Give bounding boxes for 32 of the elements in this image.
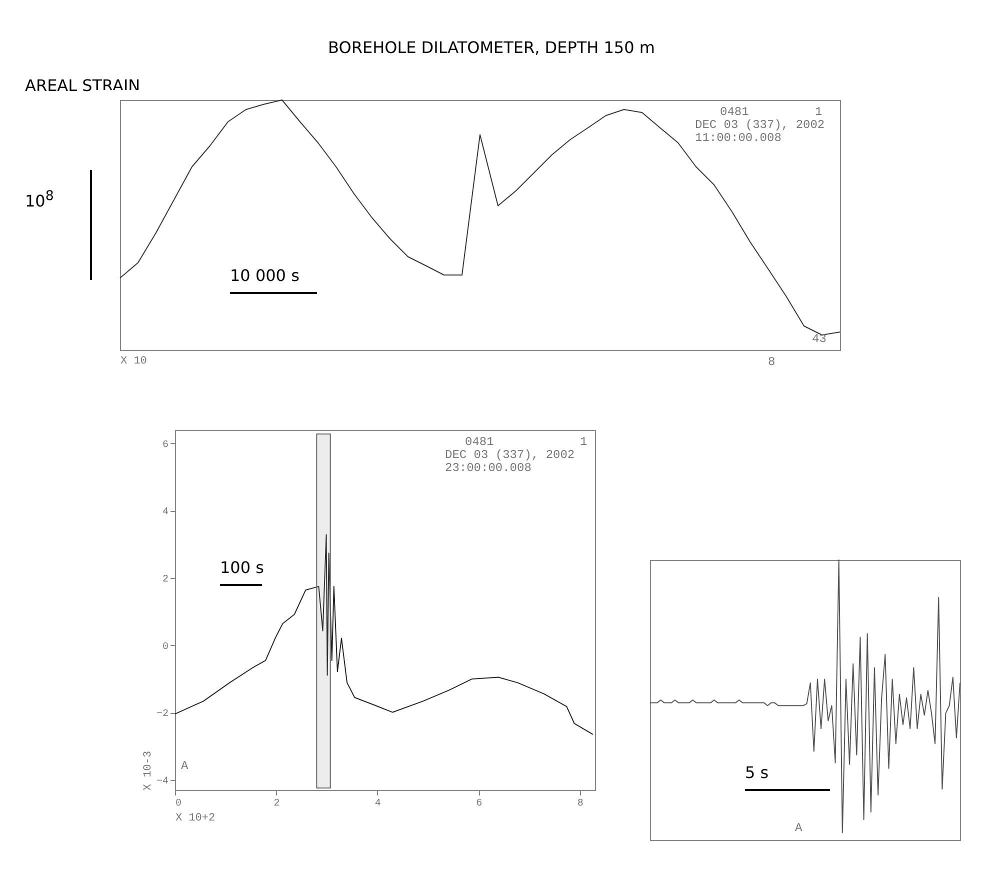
annotation: A bbox=[795, 821, 802, 835]
annotation: 0481 bbox=[720, 105, 749, 119]
y-tick-label: 4 bbox=[162, 507, 168, 518]
annotation: DEC 03 (337), 2002 bbox=[695, 118, 825, 132]
y-tick-label: −2 bbox=[156, 709, 168, 720]
annotation: 1 bbox=[815, 105, 822, 119]
annotation: 43 bbox=[812, 332, 826, 346]
annotation: 1 bbox=[580, 435, 588, 449]
x-tick-label: 8 bbox=[577, 798, 584, 810]
annotation: 100 s bbox=[220, 558, 264, 577]
x-tick-label: 0 bbox=[176, 798, 182, 810]
text: 8 bbox=[768, 355, 776, 369]
annotation: 11:00:00.008 bbox=[695, 131, 782, 145]
annotation: 23:00:00.008 bbox=[445, 461, 532, 475]
annotation: 5 s bbox=[745, 763, 769, 782]
x-axis-title: X 10+2 bbox=[176, 812, 216, 824]
text: 10$^{8}$ bbox=[25, 189, 54, 210]
annotation: 0481 bbox=[465, 435, 494, 449]
annotation: DEC 03 (337), 2002 bbox=[445, 448, 575, 462]
y-tick-label: 2 bbox=[162, 574, 168, 586]
x-tick-label: 2 bbox=[274, 798, 280, 810]
y-tick-label: 6 bbox=[162, 440, 168, 451]
annotation: 10 000 s bbox=[230, 266, 300, 285]
x-tick-label: 4 bbox=[374, 798, 381, 810]
x-axis-title: X 10 bbox=[120, 356, 147, 368]
annotation: A bbox=[181, 759, 188, 773]
line-series bbox=[174, 534, 594, 735]
y-tick-label: −4 bbox=[156, 776, 168, 788]
x-tick-label: 6 bbox=[476, 798, 482, 810]
y-axis-title: X 10-3 bbox=[142, 750, 154, 790]
chart-title: BOREHOLE DILATOMETER, DEPTH 150 m bbox=[327, 38, 656, 57]
y-tick-label: 0 bbox=[162, 642, 168, 653]
